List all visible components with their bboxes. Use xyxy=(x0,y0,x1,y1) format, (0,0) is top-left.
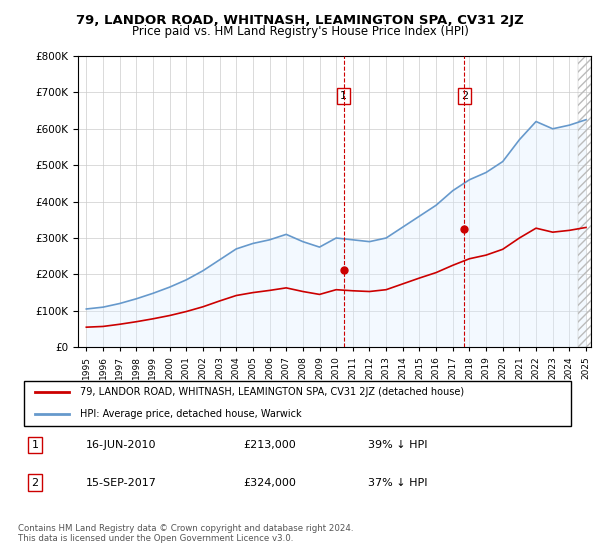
Text: 37% ↓ HPI: 37% ↓ HPI xyxy=(368,478,427,488)
Text: £213,000: £213,000 xyxy=(244,440,296,450)
Text: 2: 2 xyxy=(461,91,468,101)
FancyBboxPatch shape xyxy=(23,381,571,426)
Text: 2: 2 xyxy=(31,478,38,488)
Text: 39% ↓ HPI: 39% ↓ HPI xyxy=(368,440,427,450)
Text: 15-SEP-2017: 15-SEP-2017 xyxy=(86,478,157,488)
Text: 79, LANDOR ROAD, WHITNASH, LEAMINGTON SPA, CV31 2JZ (detached house): 79, LANDOR ROAD, WHITNASH, LEAMINGTON SP… xyxy=(80,387,464,397)
Text: HPI: Average price, detached house, Warwick: HPI: Average price, detached house, Warw… xyxy=(80,409,302,419)
Text: 79, LANDOR ROAD, WHITNASH, LEAMINGTON SPA, CV31 2JZ: 79, LANDOR ROAD, WHITNASH, LEAMINGTON SP… xyxy=(76,14,524,27)
Text: 1: 1 xyxy=(340,91,347,101)
Text: Contains HM Land Registry data © Crown copyright and database right 2024.
This d: Contains HM Land Registry data © Crown c… xyxy=(18,524,353,543)
Text: Price paid vs. HM Land Registry's House Price Index (HPI): Price paid vs. HM Land Registry's House … xyxy=(131,25,469,38)
Text: 16-JUN-2010: 16-JUN-2010 xyxy=(86,440,156,450)
Text: 1: 1 xyxy=(31,440,38,450)
Text: £324,000: £324,000 xyxy=(244,478,296,488)
